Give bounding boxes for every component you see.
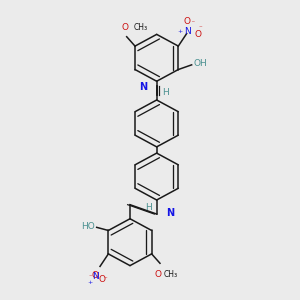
Text: N: N (92, 272, 99, 281)
Text: H: H (145, 203, 152, 212)
Text: ⁻: ⁻ (88, 274, 92, 280)
Text: ⁻: ⁻ (103, 277, 107, 283)
Text: O: O (195, 30, 202, 39)
Text: +: + (177, 29, 183, 34)
Text: HO: HO (81, 222, 95, 231)
Text: H: H (162, 88, 168, 97)
Text: CH₃: CH₃ (163, 269, 177, 278)
Text: OH: OH (193, 59, 207, 68)
Text: O: O (183, 17, 190, 26)
Text: O: O (98, 275, 105, 284)
Text: +: + (87, 280, 93, 284)
Text: N: N (139, 82, 147, 92)
Text: CH₃: CH₃ (133, 23, 148, 32)
Text: ⁻: ⁻ (187, 20, 195, 26)
Text: O: O (122, 23, 128, 32)
Text: N: N (184, 27, 191, 36)
Text: O: O (155, 269, 162, 278)
Text: O: O (92, 271, 98, 280)
Text: ⁻: ⁻ (198, 25, 202, 31)
Text: N: N (166, 208, 174, 218)
